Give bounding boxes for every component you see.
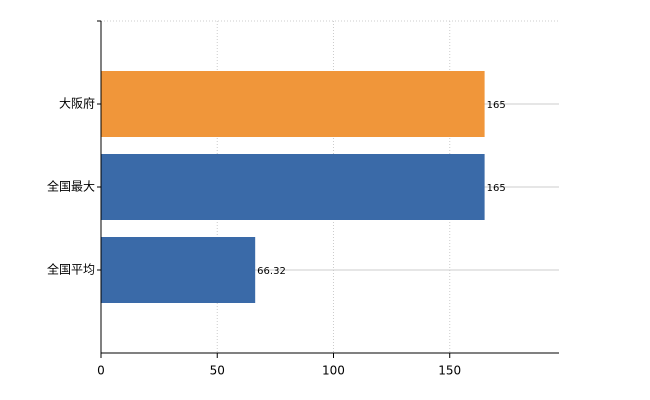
bar xyxy=(101,71,485,137)
data-label: 66.32 xyxy=(257,266,286,277)
y-tick-label: 全国平均 xyxy=(47,262,95,277)
x-tick-label: 100 xyxy=(322,364,345,378)
x-tick-label: 150 xyxy=(438,364,461,378)
data-label: 165 xyxy=(487,100,506,111)
y-tick-label: 大阪府 xyxy=(59,96,95,111)
bar xyxy=(101,154,485,220)
bar xyxy=(101,237,256,303)
x-tick-label: 50 xyxy=(210,364,225,378)
data-label: 165 xyxy=(487,183,506,194)
x-tick-label: 0 xyxy=(97,364,105,378)
y-tick-label: 全国最大 xyxy=(47,179,95,194)
